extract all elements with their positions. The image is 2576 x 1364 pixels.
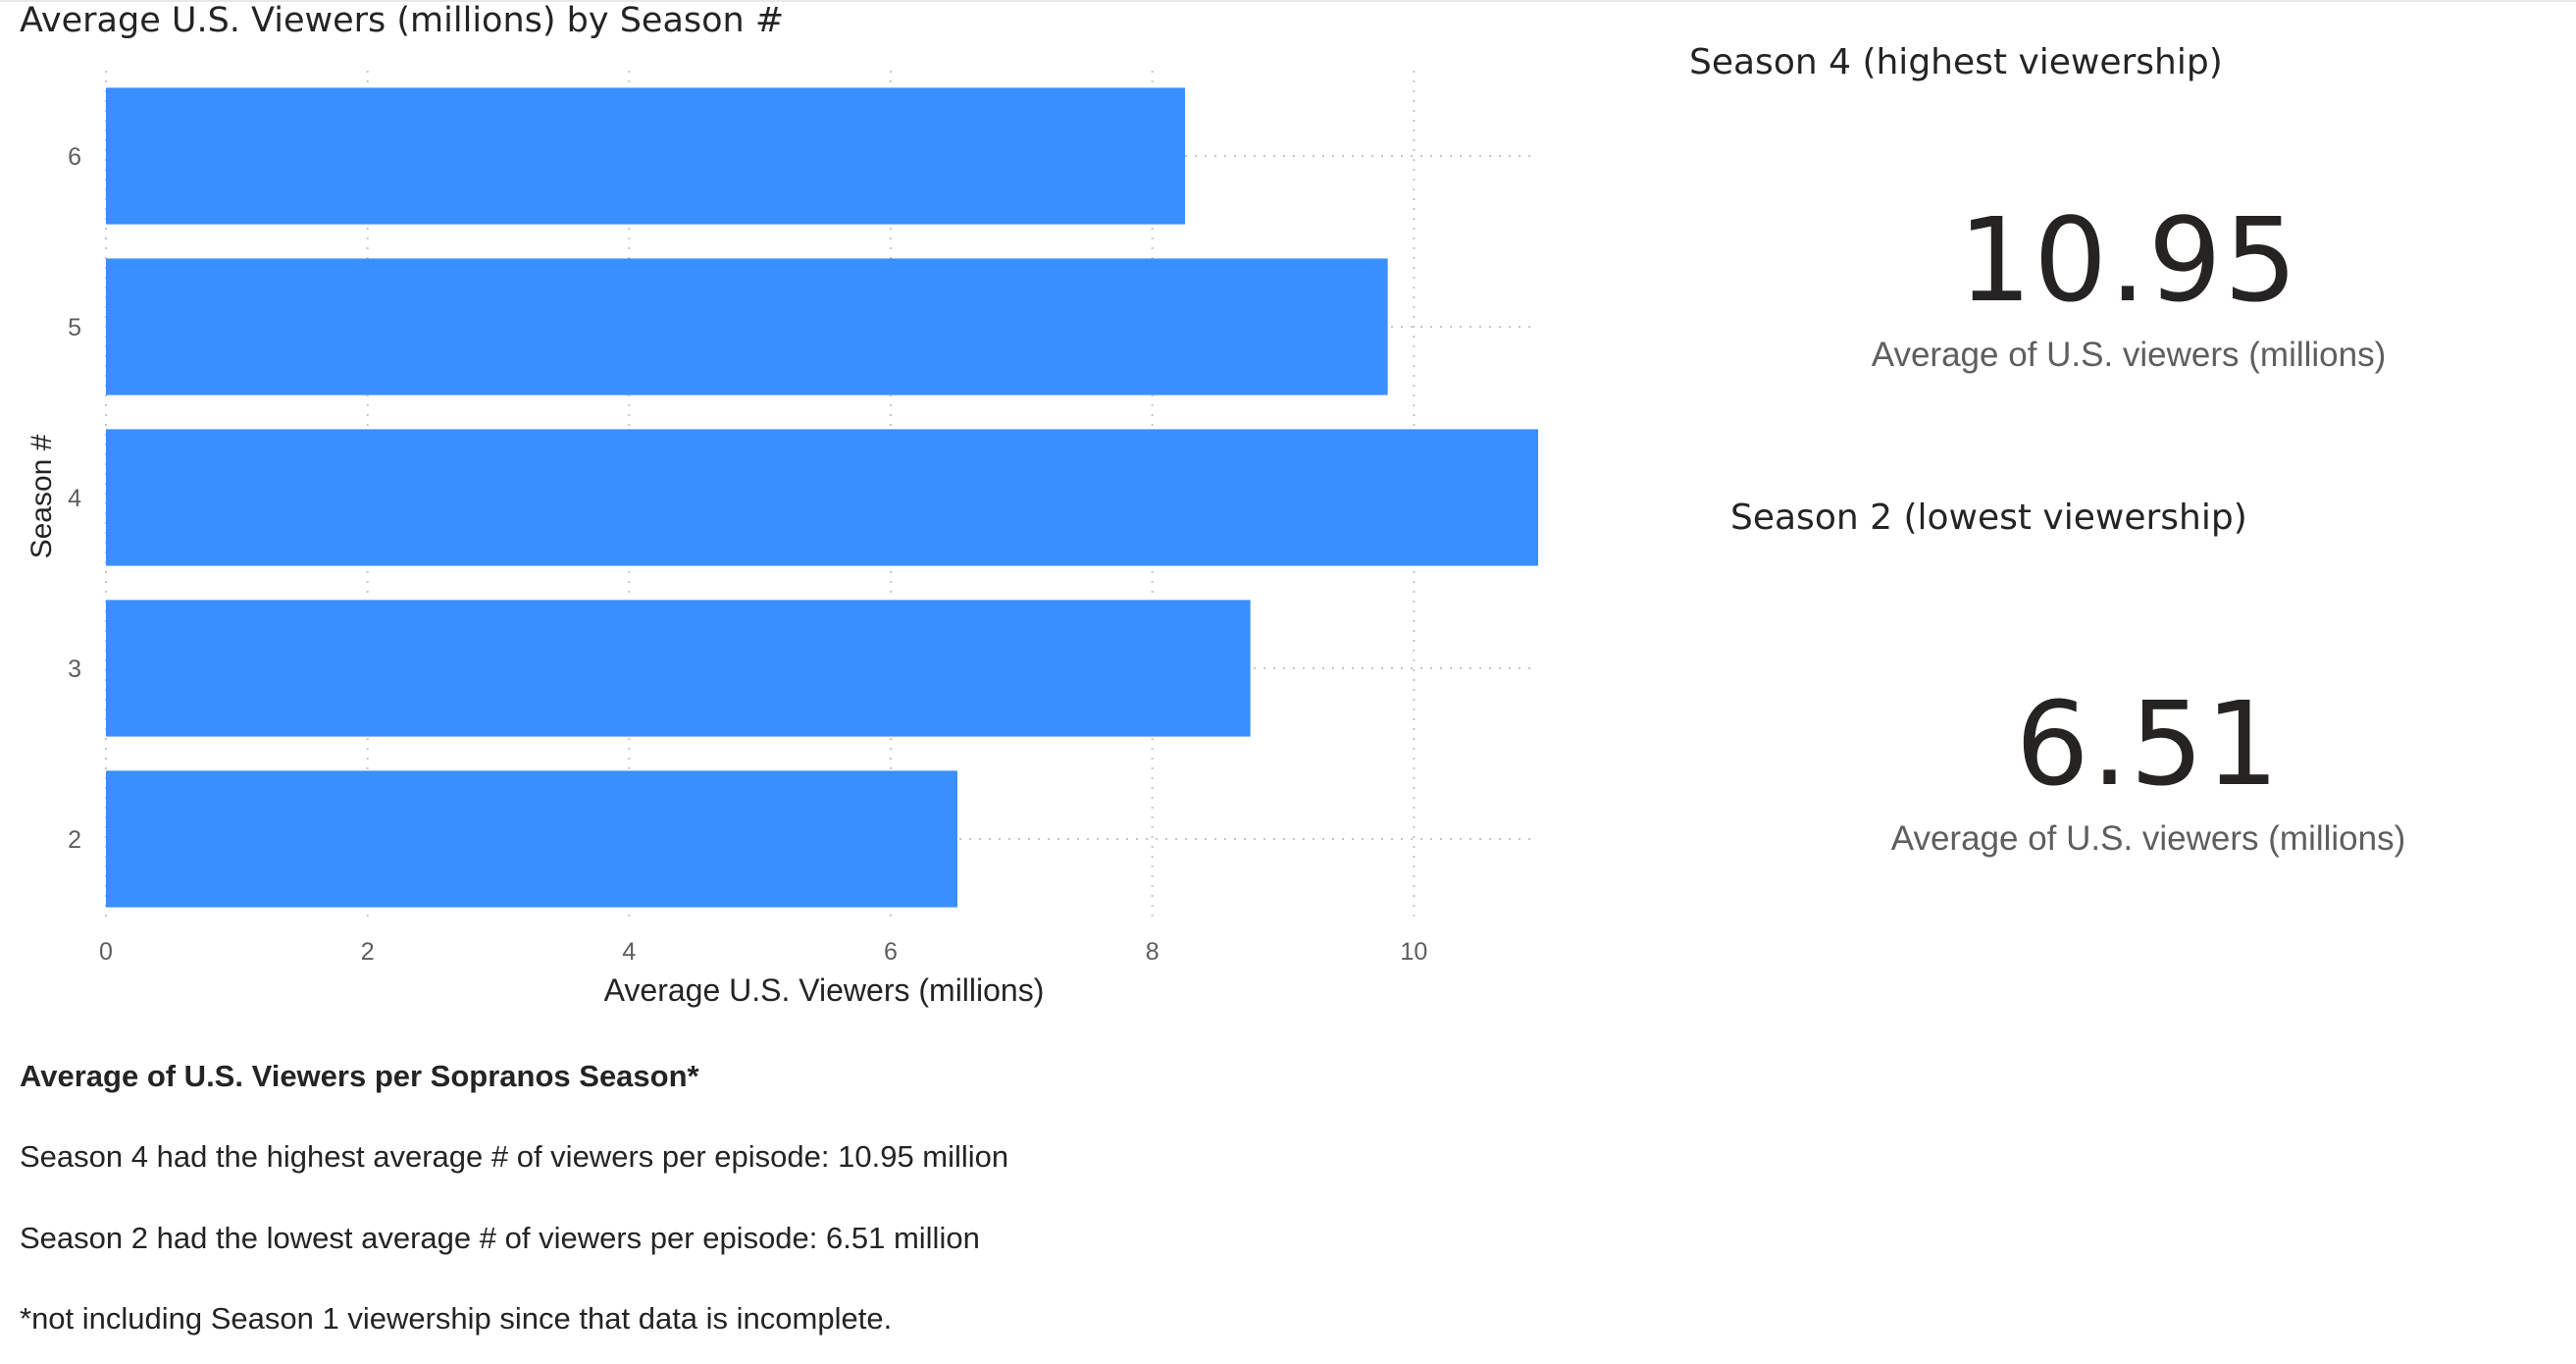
y-tick-label: 5 <box>68 314 81 341</box>
bar-season-3[interactable] <box>106 600 1251 737</box>
bar-chart: 6 5 4 3 2 0 2 4 6 8 10 Average U.S. Viewers (mill… <box>26 71 1538 1008</box>
card-lowest-heading: Season 2 (lowest viewership) <box>1730 498 2247 538</box>
y-tick-label: 6 <box>68 143 81 171</box>
x-tick-label: 4 <box>622 938 636 966</box>
y-tick-label: 2 <box>68 826 81 854</box>
bars <box>106 87 1538 908</box>
bar-season-4[interactable] <box>106 429 1538 566</box>
card-highest-heading: Season 4 (highest viewership) <box>1689 42 2223 82</box>
y-tick-label: 3 <box>68 656 81 683</box>
chart-title: Average U.S. Viewers (millions) by Seaso… <box>20 1 785 40</box>
x-tick-label: 6 <box>884 938 898 966</box>
card-highest-label: Average of U.S. viewers (millions) <box>1871 336 2387 374</box>
bar-season-5[interactable] <box>106 258 1388 395</box>
notes-lowest: Season 2 had the lowest average # of vie… <box>20 1221 980 1255</box>
x-tick-label: 8 <box>1146 938 1159 966</box>
x-axis-title: Average U.S. Viewers (millions) <box>604 972 1045 1008</box>
y-tick-labels: 6 5 4 3 2 <box>68 143 81 854</box>
card-lowest-label: Average of U.S. viewers (millions) <box>1890 819 2406 858</box>
bar-season-6[interactable] <box>106 87 1185 225</box>
card-lowest-value: 6.51 <box>2015 676 2282 812</box>
x-tick-label: 0 <box>99 938 113 966</box>
y-axis-title: Season # <box>26 434 58 558</box>
notes-footnote: *not including Season 1 viewership since… <box>20 1301 893 1336</box>
x-tick-label: 10 <box>1400 938 1427 966</box>
x-tick-label: 2 <box>361 938 375 966</box>
x-tick-labels: 0 2 4 6 8 10 <box>99 938 1427 966</box>
notes-title: Average of U.S. Viewers per Sopranos Sea… <box>20 1059 699 1093</box>
top-border <box>0 0 2576 2</box>
bar-season-2[interactable] <box>106 770 957 908</box>
y-tick-label: 4 <box>68 485 81 512</box>
card-highest-value: 10.95 <box>1958 192 2299 328</box>
notes-highest: Season 4 had the highest average # of vi… <box>20 1139 1009 1174</box>
